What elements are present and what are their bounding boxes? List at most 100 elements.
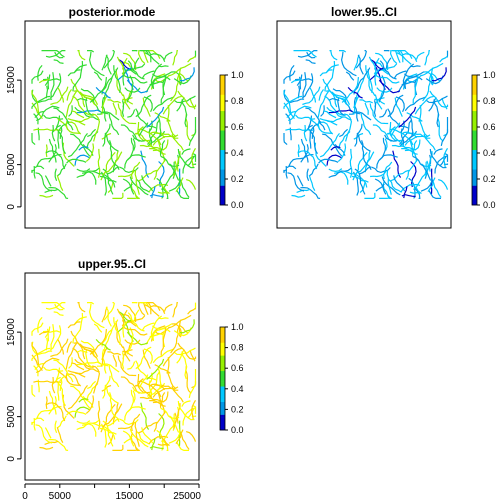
stream-segment (109, 140, 120, 171)
colorbar-swatch (220, 97, 225, 102)
stream-segment (95, 86, 111, 99)
stream-segment (425, 160, 429, 177)
stream-segment (51, 124, 56, 142)
stream-segment (181, 99, 188, 128)
colorbar: 0.0 0.2 0.4 0.6 0.8 1.0 (471, 70, 496, 210)
stream-segment (31, 385, 36, 398)
colorbar-tick-label: 0.0 (231, 425, 244, 435)
stream-segment (97, 148, 101, 178)
stream-segment (439, 155, 447, 167)
stream-segment (373, 72, 400, 84)
colorbar-swatch (220, 133, 225, 138)
stream-segment (433, 148, 443, 155)
stream-segment (143, 96, 153, 113)
stream-segment (143, 348, 153, 365)
stream-segment (413, 161, 427, 190)
stream-segment (77, 302, 86, 313)
stream-segment (136, 179, 150, 193)
stream-segment (67, 133, 88, 158)
stream-segment (353, 54, 360, 71)
stream-segment (33, 417, 36, 431)
stream-segment (323, 110, 337, 119)
stream-segment (92, 365, 101, 394)
stream-segment (101, 306, 108, 323)
stream-segment (185, 114, 192, 142)
stream-segment (320, 121, 334, 135)
stream-segment (306, 51, 316, 59)
stream-segment (157, 443, 169, 446)
stream-segment (72, 312, 84, 344)
colorbar-swatch (220, 411, 225, 415)
stream-segment (87, 380, 96, 390)
colorbar-swatch (472, 104, 477, 108)
stream-segment (422, 74, 432, 102)
stream-segment (135, 126, 144, 135)
stream-segment (355, 50, 367, 69)
colorbar-swatch (472, 97, 477, 102)
stream-segment (57, 373, 70, 401)
colorbar-swatch (472, 188, 477, 193)
stream-segment (397, 78, 408, 93)
stream-segment (161, 440, 164, 451)
stream-segment (375, 183, 385, 192)
colorbar-swatch (220, 84, 225, 89)
colorbar-swatch (472, 123, 477, 128)
stream-segment (137, 50, 146, 65)
colorbar-tick-label: 0.8 (483, 96, 496, 106)
stream-segment (187, 407, 195, 419)
stream-segment (31, 70, 44, 84)
colorbar-swatch (220, 94, 225, 99)
stream-segment (438, 179, 449, 190)
stream-segment (181, 148, 191, 155)
stream-segment (113, 317, 121, 345)
colorbar-tick-label: 0.2 (231, 174, 244, 184)
stream-segment (161, 413, 175, 442)
stream-segment (191, 148, 197, 168)
stream-segment (102, 123, 111, 147)
stream-segment (77, 50, 86, 61)
stream-segment (126, 327, 134, 355)
stream-segment (112, 354, 117, 367)
stream-segment (138, 421, 158, 434)
stream-segment (359, 181, 366, 193)
stream-segment (176, 97, 185, 112)
colorbar-swatch (220, 386, 225, 390)
stream-segment (139, 302, 149, 307)
stream-segment (81, 423, 97, 437)
stream-segment (38, 330, 50, 336)
colorbar-swatch (220, 156, 225, 160)
stream-segment (356, 132, 371, 152)
stream-segment (166, 118, 177, 138)
stream-segment (95, 338, 111, 351)
stream-segment (150, 53, 166, 63)
colorbar-swatch (472, 195, 477, 199)
stream-segment (65, 91, 77, 118)
colorbar-swatch (220, 110, 225, 115)
stream-segment (368, 56, 377, 76)
stream-segment (177, 148, 195, 169)
colorbar-swatch (472, 94, 477, 99)
stream-segment (176, 349, 185, 364)
colorbar-tick-label: 1.0 (483, 70, 496, 80)
stream-segment (148, 131, 166, 139)
panel-1: posterior.mode 0 5000 15000 0.0 0.2 0.4 0.6 0.8 1… (6, 5, 244, 229)
stream-segment (121, 72, 148, 84)
stream-segment (135, 446, 140, 451)
stream-segment (297, 150, 318, 170)
panel-title: posterior.mode (69, 5, 156, 19)
stream-segments (283, 50, 449, 199)
y-axis: 0 5000 15000 (6, 66, 22, 210)
stream-segment (382, 161, 393, 180)
stream-segment (162, 347, 182, 367)
stream-segment (137, 121, 151, 142)
stream-segment (309, 121, 322, 149)
stream-segment (106, 166, 120, 175)
stream-segment (127, 60, 135, 72)
stream-segment (156, 115, 162, 140)
stream-segment (353, 67, 371, 95)
y-tick-label: 5000 (6, 405, 17, 428)
colorbar-swatch (220, 342, 225, 346)
stream-segment (288, 153, 314, 167)
stream-segment (80, 340, 96, 352)
